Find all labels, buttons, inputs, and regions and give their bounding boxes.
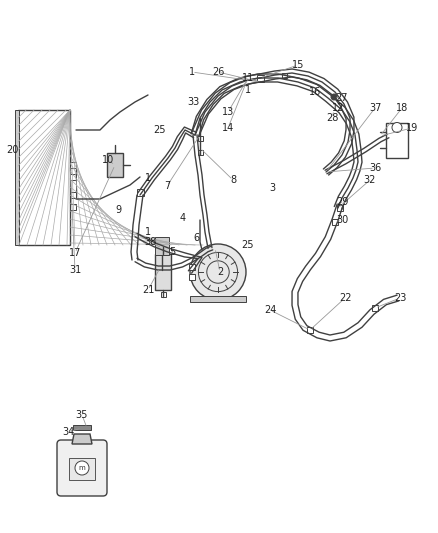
Bar — [189, 264, 195, 270]
Bar — [137, 189, 144, 196]
Text: 37: 37 — [369, 103, 381, 113]
Bar — [107, 153, 123, 177]
Text: 38: 38 — [144, 237, 156, 247]
Bar — [372, 305, 378, 311]
Bar — [73, 425, 91, 430]
Circle shape — [190, 244, 246, 300]
Text: 4: 4 — [180, 213, 186, 223]
Text: 5: 5 — [169, 247, 175, 257]
Text: 1: 1 — [189, 67, 195, 77]
Text: 35: 35 — [76, 410, 88, 420]
Text: 33: 33 — [187, 97, 199, 107]
Text: 27: 27 — [336, 93, 348, 103]
Text: 29: 29 — [336, 197, 348, 207]
Bar — [15, 110, 19, 245]
Text: 18: 18 — [396, 103, 408, 113]
Text: 12: 12 — [332, 103, 344, 113]
Text: 31: 31 — [69, 265, 81, 275]
Text: 6: 6 — [193, 233, 199, 243]
Text: 9: 9 — [115, 205, 121, 215]
Text: 34: 34 — [62, 427, 74, 437]
Circle shape — [392, 123, 402, 133]
Text: 22: 22 — [339, 293, 351, 303]
Bar — [189, 274, 195, 280]
Text: 17: 17 — [69, 248, 81, 258]
Polygon shape — [72, 434, 92, 444]
Bar — [332, 219, 338, 225]
Bar — [70, 162, 76, 168]
Bar — [386, 123, 408, 157]
Bar — [198, 135, 202, 141]
Bar — [190, 296, 246, 302]
Bar — [307, 327, 313, 333]
Text: 15: 15 — [292, 60, 304, 70]
Text: 1: 1 — [245, 85, 251, 95]
Bar — [70, 162, 76, 192]
Text: 16: 16 — [309, 87, 321, 97]
Text: 25: 25 — [242, 240, 254, 250]
Bar — [18, 110, 70, 245]
Bar — [160, 292, 166, 296]
Bar — [69, 458, 95, 480]
Text: 36: 36 — [369, 163, 381, 173]
Text: 1: 1 — [145, 173, 151, 183]
Circle shape — [331, 94, 337, 100]
Bar — [337, 205, 343, 211]
Text: 25: 25 — [154, 125, 166, 135]
Text: 10: 10 — [102, 155, 114, 165]
Text: 8: 8 — [230, 175, 236, 185]
Text: 32: 32 — [364, 175, 376, 185]
Text: 28: 28 — [326, 113, 338, 123]
Text: 20: 20 — [6, 145, 18, 155]
Bar — [70, 204, 76, 210]
Text: m: m — [79, 465, 85, 471]
Bar — [198, 149, 202, 155]
Bar — [70, 174, 76, 180]
Bar — [70, 192, 76, 198]
Text: 26: 26 — [212, 67, 224, 77]
Text: 3: 3 — [269, 183, 275, 193]
Text: 13: 13 — [222, 107, 234, 117]
Circle shape — [75, 461, 89, 475]
Bar — [257, 75, 264, 82]
Text: 7: 7 — [164, 181, 170, 191]
FancyBboxPatch shape — [57, 440, 107, 496]
Text: 1: 1 — [145, 227, 151, 237]
Text: 23: 23 — [394, 293, 406, 303]
Text: 14: 14 — [222, 123, 234, 133]
Text: 2: 2 — [217, 267, 223, 277]
Text: 11: 11 — [242, 73, 254, 83]
Bar — [155, 237, 169, 255]
Text: 21: 21 — [142, 285, 154, 295]
Text: 30: 30 — [336, 215, 348, 225]
Bar — [282, 72, 286, 77]
Text: 19: 19 — [406, 123, 418, 133]
Bar — [155, 254, 171, 290]
Text: 24: 24 — [264, 305, 276, 315]
